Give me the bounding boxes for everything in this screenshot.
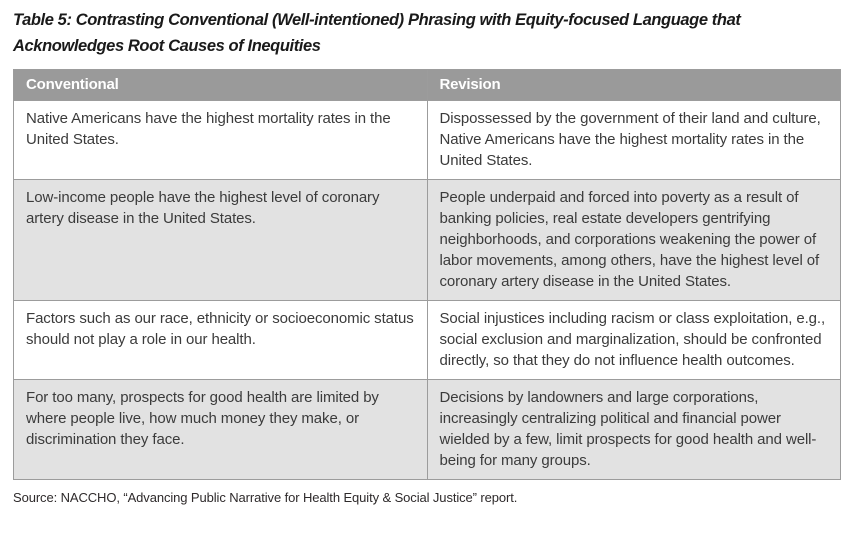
- page-title: Table 5: Contrasting Conventional (Well-…: [13, 11, 741, 55]
- table-cell-revision: People underpaid and forced into poverty…: [426, 179, 841, 302]
- table-cell-conventional: Low-income people have the highest level…: [13, 179, 428, 302]
- table-cell-conventional: Native Americans have the highest mortal…: [13, 100, 428, 181]
- table-cell-revision: Dispossessed by the government of their …: [426, 100, 841, 181]
- table-cell-conventional: Factors such as our race, ethnicity or s…: [13, 300, 428, 381]
- table-row: Low-income people have the highest level…: [13, 179, 841, 302]
- table-row: Native Americans have the highest mortal…: [13, 100, 841, 181]
- table-cell-revision: Social injustices including racism or cl…: [426, 300, 841, 381]
- table-cell-conventional: For too many, prospects for good health …: [13, 379, 428, 481]
- table-row: Factors such as our race, ethnicity or s…: [13, 300, 841, 381]
- table-cell-revision: Decisions by landowners and large corpor…: [426, 379, 841, 481]
- source-note: Source: NACCHO, “Advancing Public Narrat…: [13, 490, 518, 506]
- contrast-table: Conventional Revision Native Americans h…: [13, 69, 841, 481]
- table-row: For too many, prospects for good health …: [13, 379, 841, 481]
- table-header-row: Conventional Revision: [13, 69, 841, 102]
- column-header-revision: Revision: [426, 69, 841, 102]
- column-header-conventional: Conventional: [13, 69, 428, 102]
